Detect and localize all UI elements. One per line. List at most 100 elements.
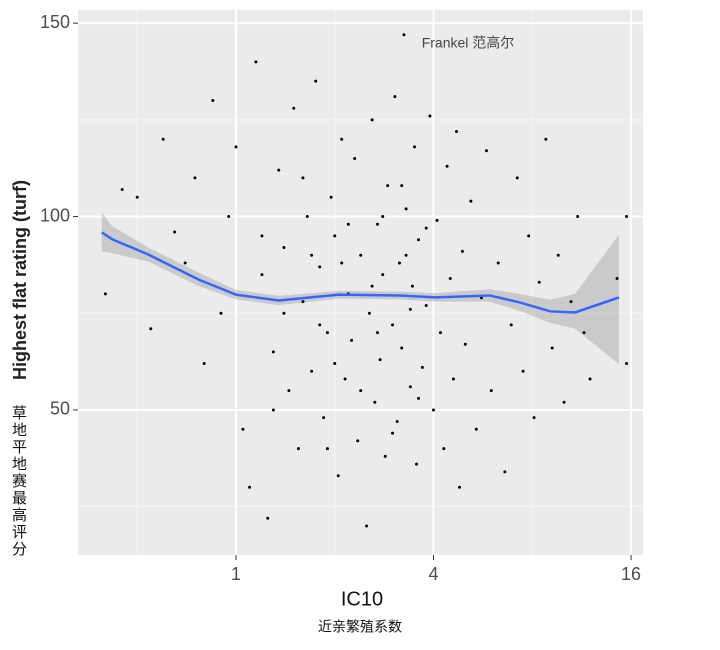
point <box>408 307 412 311</box>
point <box>550 346 554 350</box>
point <box>503 470 507 474</box>
point <box>241 427 245 431</box>
point <box>457 485 461 489</box>
x-tick-label: 16 <box>621 564 641 584</box>
axes: 1 4 16 50 100 150 <box>40 12 641 584</box>
point <box>336 474 340 478</box>
point <box>404 207 408 211</box>
smooth-line <box>101 231 620 314</box>
x-tick-label: 4 <box>429 564 439 584</box>
point <box>463 342 467 346</box>
point <box>314 79 318 83</box>
point <box>378 358 382 362</box>
point <box>318 323 322 327</box>
point <box>588 377 592 381</box>
point <box>412 145 416 149</box>
point <box>432 408 436 412</box>
point <box>346 222 350 226</box>
point <box>376 331 380 335</box>
point <box>408 385 412 389</box>
points <box>103 33 629 528</box>
point <box>625 362 629 366</box>
point <box>325 447 329 451</box>
point <box>402 33 406 37</box>
point <box>173 230 177 234</box>
point <box>370 118 374 122</box>
point <box>193 176 197 180</box>
point <box>448 276 452 280</box>
point <box>370 284 374 288</box>
point <box>521 369 525 373</box>
panel <box>78 10 643 555</box>
smooth-line-group <box>101 231 620 314</box>
point <box>391 431 395 435</box>
point <box>343 377 347 381</box>
point <box>562 400 566 404</box>
y-axis-title: Highest flat rating (turf) <box>10 180 30 380</box>
point <box>416 396 420 400</box>
point <box>424 226 428 230</box>
point <box>301 300 305 304</box>
point <box>397 261 401 265</box>
point <box>254 60 258 64</box>
point <box>271 350 275 354</box>
point <box>310 253 314 257</box>
point <box>416 238 420 242</box>
point <box>442 447 446 451</box>
point <box>292 106 296 110</box>
point <box>305 215 309 219</box>
point <box>532 416 536 420</box>
point <box>509 323 513 327</box>
grid <box>78 10 643 555</box>
point <box>582 331 586 335</box>
point <box>479 296 483 300</box>
point <box>556 253 560 257</box>
point <box>625 215 629 219</box>
point <box>365 524 369 528</box>
point <box>410 284 414 288</box>
point <box>211 99 215 103</box>
point <box>310 369 314 373</box>
x-axis-title: IC10 <box>341 588 383 610</box>
point <box>135 195 139 199</box>
point <box>527 234 531 238</box>
point <box>386 184 390 188</box>
point <box>227 215 231 219</box>
point <box>301 176 305 180</box>
point <box>356 439 360 443</box>
point <box>469 199 473 203</box>
point <box>149 327 153 331</box>
point <box>340 137 344 141</box>
point <box>615 276 619 280</box>
point <box>381 273 385 277</box>
y-tick-label: 150 <box>40 12 70 32</box>
y-tick-label: 100 <box>40 205 70 225</box>
point <box>445 164 449 168</box>
point <box>333 234 337 238</box>
point <box>383 454 387 458</box>
point <box>277 168 281 172</box>
point <box>282 311 286 315</box>
point <box>376 222 380 226</box>
point <box>260 273 264 277</box>
point <box>420 365 424 369</box>
point <box>322 416 326 420</box>
y-axis-title-cn: 草地平地赛最高评分 <box>10 405 27 558</box>
point <box>373 400 377 404</box>
point <box>248 485 252 489</box>
point <box>460 249 464 253</box>
point <box>496 261 500 265</box>
point <box>120 187 124 191</box>
point <box>260 234 264 238</box>
point <box>393 95 397 99</box>
point <box>202 362 206 366</box>
point <box>435 218 439 222</box>
point <box>271 408 275 412</box>
point <box>161 137 165 141</box>
point <box>515 176 519 180</box>
x-axis-title-cn: 近亲繁殖系数 <box>318 619 402 635</box>
annotation: Frankel 范高尔 <box>422 35 515 51</box>
point <box>359 389 363 393</box>
y-tick-label: 50 <box>50 399 70 419</box>
point <box>234 145 238 149</box>
